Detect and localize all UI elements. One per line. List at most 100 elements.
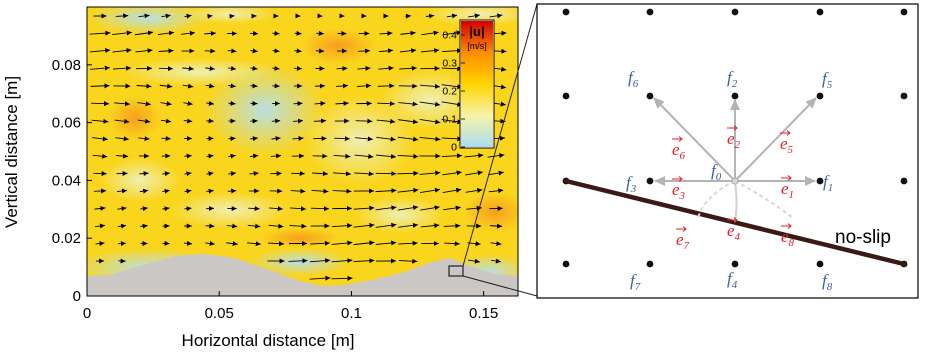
velocity-arrow: [292, 118, 304, 124]
colorbar-ticks: 0.4 0.3 0.2 0.1 0: [442, 30, 465, 154]
y-axis-label: Vertical distance [m]: [2, 76, 21, 228]
zoom-connector-top: [462, 3, 538, 267]
velocity-arrow: [247, 223, 261, 229]
velocity-arrow: [93, 188, 107, 194]
velocity-arrow: [312, 171, 328, 177]
velocity-arrow: [334, 136, 350, 142]
cool-region: [250, 248, 350, 276]
velocity-arrow: [419, 170, 441, 176]
velocity-arrow: [311, 206, 329, 212]
lattice-nodes: [562, 8, 908, 268]
velocity-arrow: [419, 118, 441, 125]
velocity-arrow: [207, 13, 213, 19]
velocity-arrow: [204, 30, 216, 36]
velocity-arrow: [419, 187, 441, 193]
colorbar-frame: [459, 19, 495, 149]
velocity-arrow: [376, 118, 396, 124]
velocity-arrow: [135, 48, 153, 54]
svg-text:e3: e3: [672, 180, 686, 202]
velocity-arrow: [377, 83, 395, 89]
velocity-arrow: [309, 258, 331, 264]
velocity-arrow: [90, 101, 110, 107]
velocity-arrow: [468, 13, 480, 19]
label-e7: e7: [676, 226, 690, 252]
pale-region: [100, 158, 180, 202]
label-f5: f5: [822, 69, 833, 91]
velocity-arrow: [353, 222, 375, 228]
velocity-arrow: [95, 223, 105, 229]
velocity-arrow: [112, 48, 132, 53]
velocity-arrow: [229, 13, 235, 19]
lattice-dot: [562, 8, 570, 16]
velocity-arrow: [226, 241, 238, 247]
velocity-arrow: [228, 83, 236, 89]
velocity-arrow: [375, 153, 397, 159]
velocity-arrow: [358, 48, 370, 54]
velocity-arrow: [489, 223, 503, 229]
hot-region: [300, 28, 376, 64]
velocity-arrow: [183, 100, 193, 106]
no-slip-label: no-slip: [835, 227, 891, 248]
velocity-arrow: [421, 30, 439, 36]
velocity-arrow: [205, 83, 215, 89]
velocity-arrow: [375, 240, 397, 246]
velocity-arrow: [379, 30, 393, 36]
velocity-arrow: [491, 258, 501, 264]
velocity-arrow: [115, 136, 129, 142]
lattice-dot: [731, 260, 739, 268]
velocity-arrow: [419, 101, 441, 107]
velocity-arrow: [420, 205, 440, 211]
velocity-arrow: [206, 153, 214, 159]
velocity-arrow: [161, 135, 171, 141]
velocity-arrow: [313, 118, 327, 124]
velocity-arrow: [114, 118, 130, 124]
velocity-arrow: [91, 118, 109, 124]
velocity-arrow: [441, 101, 463, 107]
velocity-arrow: [90, 83, 110, 89]
velocity-arrow: [353, 258, 375, 264]
velocity-arrow: [272, 65, 280, 71]
velocity-arrow: [353, 240, 375, 246]
velocity-arrow: [206, 171, 214, 177]
cool-region: [88, 7, 208, 34]
velocity-arrow: [441, 84, 463, 90]
lattice-dot: [816, 177, 824, 185]
velocity-arrow: [316, 30, 324, 36]
velocity-arrow: [294, 48, 302, 54]
velocity-arrow: [378, 48, 394, 54]
velocity-arrow: [290, 206, 306, 212]
velocity-arrow: [138, 136, 150, 142]
x-tick-label: 0.1: [341, 305, 362, 322]
colorbar-tick-label: 0.2: [442, 86, 457, 98]
velocity-arrow: [182, 66, 194, 72]
svg-text:e1: e1: [781, 179, 794, 201]
velocity-arrow: [249, 153, 259, 159]
velocity-arrow: [183, 240, 193, 246]
velocity-arrow: [249, 171, 259, 177]
velocity-arrow: [117, 206, 127, 212]
velocity-arrow: [309, 275, 331, 281]
velocity-arrow: [331, 223, 353, 229]
velocity-arrow: [488, 170, 504, 176]
colorbar-tick-label: 0.1: [442, 114, 457, 126]
velocity-arrow: [94, 205, 106, 211]
x-tick-label: 0: [83, 305, 91, 322]
label-f1: f1: [823, 172, 833, 194]
velocity-arrow: [137, 101, 151, 107]
velocity-arrow: [269, 206, 283, 212]
pale-region: [355, 197, 445, 233]
velocity-arrow: [139, 171, 149, 177]
lattice-dot: [646, 92, 654, 100]
velocity-arrow: [397, 205, 419, 211]
velocity-arrow: [184, 153, 192, 159]
svg-text:e6: e6: [672, 140, 686, 162]
center-node: [731, 177, 739, 185]
velocity-arrow: [112, 30, 132, 36]
velocity-arrow: [441, 66, 463, 72]
velocity-arrow: [271, 136, 281, 142]
velocity-arrow: [442, 170, 462, 176]
velocity-arrow: [294, 30, 302, 36]
label-e4: e4: [727, 217, 741, 243]
velocity-arrow: [89, 48, 111, 53]
velocity-arrow: [205, 240, 215, 246]
